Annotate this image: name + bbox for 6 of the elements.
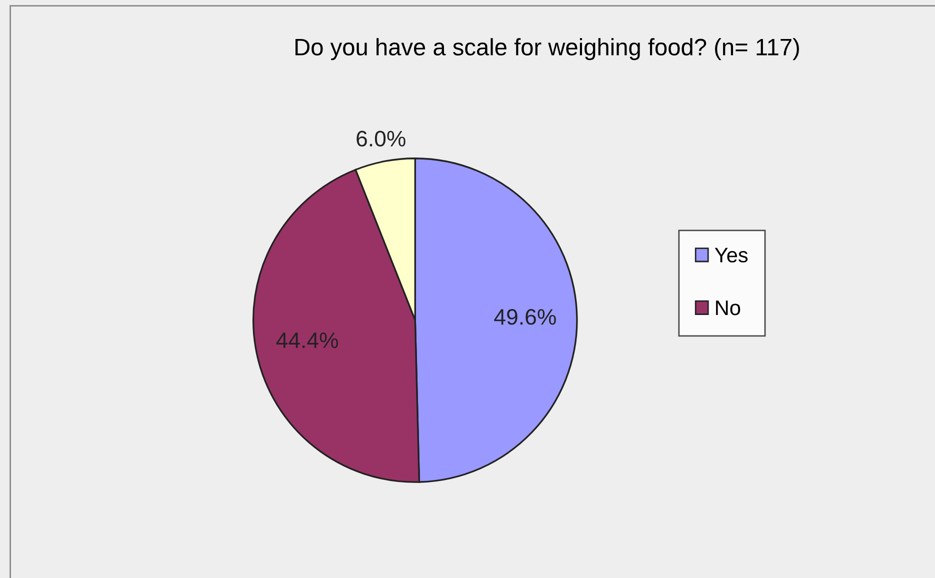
legend-label: Yes xyxy=(714,248,748,262)
data-label: 49.6% xyxy=(494,309,556,325)
data-label: 6.0% xyxy=(356,130,406,147)
data-label: 44.4% xyxy=(276,332,338,348)
legend-label: No xyxy=(716,300,740,316)
chart-title: Do you have a scale for weighing food? (n= 117) xyxy=(295,38,799,60)
